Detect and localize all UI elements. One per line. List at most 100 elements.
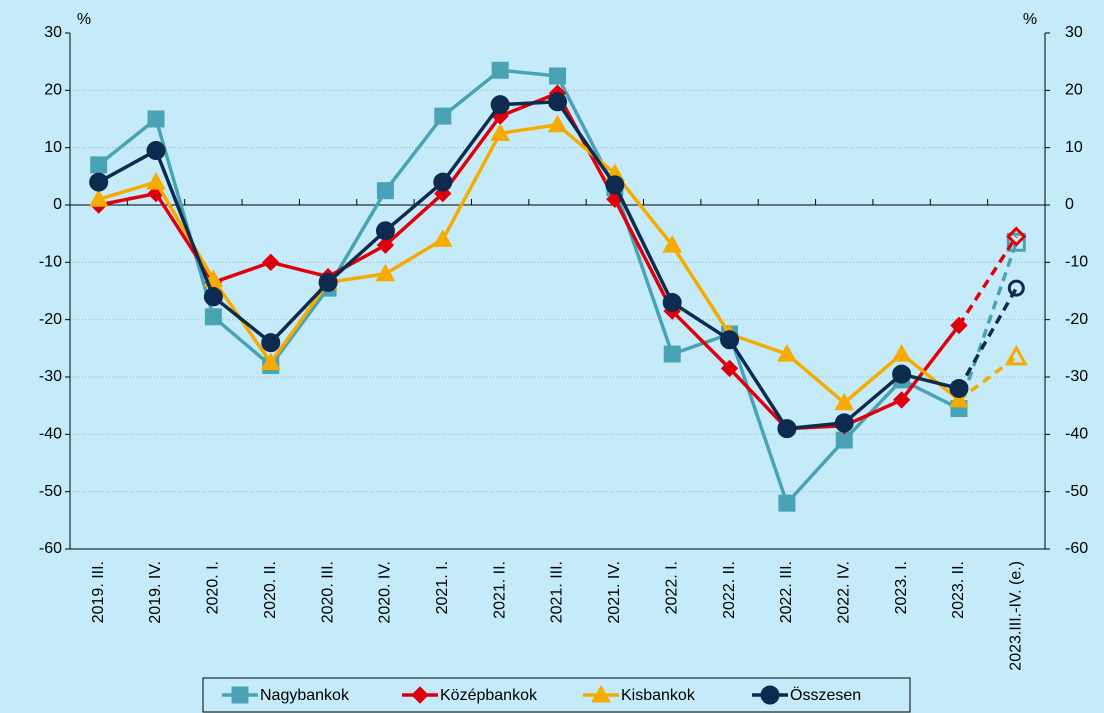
x-tick-label: 2021. IV. [606, 561, 623, 624]
y-tick-label: -30 [39, 368, 62, 385]
series-line [98, 122, 961, 406]
x-tick-label: 2023. II. [950, 561, 967, 619]
series-marker [262, 253, 280, 272]
legend-label: Nagybankok [260, 687, 350, 704]
series-marker [376, 236, 395, 254]
series-marker [835, 431, 853, 449]
legend: Nagybankok Középbankok Kisbankok Összesen [202, 677, 911, 713]
series-marker [778, 494, 796, 512]
x-tick-label: 2020. III. [319, 561, 336, 623]
x-tick-label: 2020. II. [262, 561, 279, 619]
y2-tick-label: -40 [1065, 426, 1088, 443]
y-tick-label: 20 [44, 82, 62, 99]
series-marker [432, 229, 453, 247]
series-marker [834, 413, 854, 433]
series-marker [490, 123, 511, 141]
legend-marker [591, 684, 611, 703]
series-marker [147, 110, 165, 128]
series-marker [662, 235, 683, 253]
series-marker [490, 95, 510, 115]
x-tick-label: 2022. II. [721, 561, 738, 619]
series-marker [203, 287, 223, 307]
series-marker [892, 364, 912, 384]
series-marker [777, 419, 797, 439]
series-marker [547, 114, 568, 133]
y-tick-label: -10 [39, 254, 62, 271]
y2-tick-label: -20 [1065, 311, 1088, 328]
series-marker [605, 175, 625, 195]
y-tick-label: -60 [39, 540, 62, 557]
x-tick-label: 2022. IV. [835, 561, 852, 624]
series-marker [663, 345, 681, 363]
y2-tick-label: 30 [1065, 24, 1083, 41]
y-tick-label: 0 [53, 196, 62, 213]
series-marker [949, 389, 969, 408]
series-marker [146, 141, 166, 161]
legend-marker [231, 686, 249, 704]
series-marker [548, 92, 567, 112]
y2-axis-label: % [1023, 11, 1037, 28]
x-tick-label: 2021. III. [549, 561, 566, 623]
series-marker [89, 172, 109, 192]
x-tick-label: 2020. I. [205, 561, 222, 614]
series-marker [1006, 232, 1026, 252]
y2-tick-label: 0 [1065, 196, 1074, 213]
y2-tick-label: 20 [1065, 82, 1083, 99]
y2-tick-label: -10 [1065, 254, 1088, 271]
series-line-estimate [957, 287, 1018, 390]
series-marker [204, 308, 222, 326]
y-tick-label: -20 [39, 311, 62, 328]
series-line-estimate [957, 235, 1018, 327]
series-marker [1006, 226, 1027, 247]
y-tick-label: 10 [44, 139, 62, 156]
series-marker [662, 292, 682, 312]
x-tick-label: 2019. III. [90, 561, 107, 623]
y2-tick-label: -50 [1065, 483, 1088, 500]
series-marker [318, 272, 338, 292]
series-marker [891, 344, 912, 362]
series-marker [777, 344, 797, 362]
series-marker [375, 221, 395, 241]
series-marker [376, 182, 394, 200]
series-marker [549, 67, 566, 85]
series-marker [720, 330, 740, 350]
legend-label: Összesen [790, 686, 861, 704]
series-marker [261, 333, 281, 353]
series-marker [720, 359, 739, 378]
series-marker [1004, 344, 1028, 366]
x-tick-label: 2023. I. [893, 561, 910, 614]
y-axis-label: % [77, 11, 91, 28]
y-tick-label: -50 [39, 483, 62, 500]
series-marker [434, 107, 452, 125]
y-tick-label: -40 [39, 426, 62, 443]
series-marker [1007, 279, 1025, 297]
series-marker [892, 391, 911, 409]
legend-label: Középbankok [440, 687, 538, 704]
x-tick-label: 2023.III.-IV. (e.) [1008, 561, 1025, 671]
x-tick-label: 2022. I. [663, 561, 680, 614]
y2-tick-label: -30 [1065, 368, 1088, 385]
series-marker [146, 172, 166, 190]
series-line [98, 90, 961, 431]
series-marker [375, 263, 396, 282]
series-line-estimate [957, 355, 1018, 402]
series-marker [88, 189, 109, 207]
x-tick-label: 2022. III. [778, 561, 795, 623]
y2-tick-label: 10 [1065, 139, 1083, 156]
y2-tick-label: -60 [1065, 540, 1088, 557]
x-tick-label: 2020. IV. [377, 561, 394, 624]
x-tick-label: 2021. I. [434, 561, 451, 614]
series-marker [491, 61, 509, 79]
series-marker [90, 156, 108, 174]
series-marker [260, 352, 281, 371]
x-tick-label: 2019. IV. [147, 561, 164, 624]
series-line [97, 68, 960, 507]
series-line [97, 100, 960, 431]
legend-marker [760, 685, 780, 705]
series-marker [834, 392, 855, 411]
series-marker [950, 316, 968, 335]
legend-label: Kisbankok [621, 687, 696, 704]
y-tick-label: 30 [44, 24, 62, 41]
legend-marker [411, 686, 429, 704]
